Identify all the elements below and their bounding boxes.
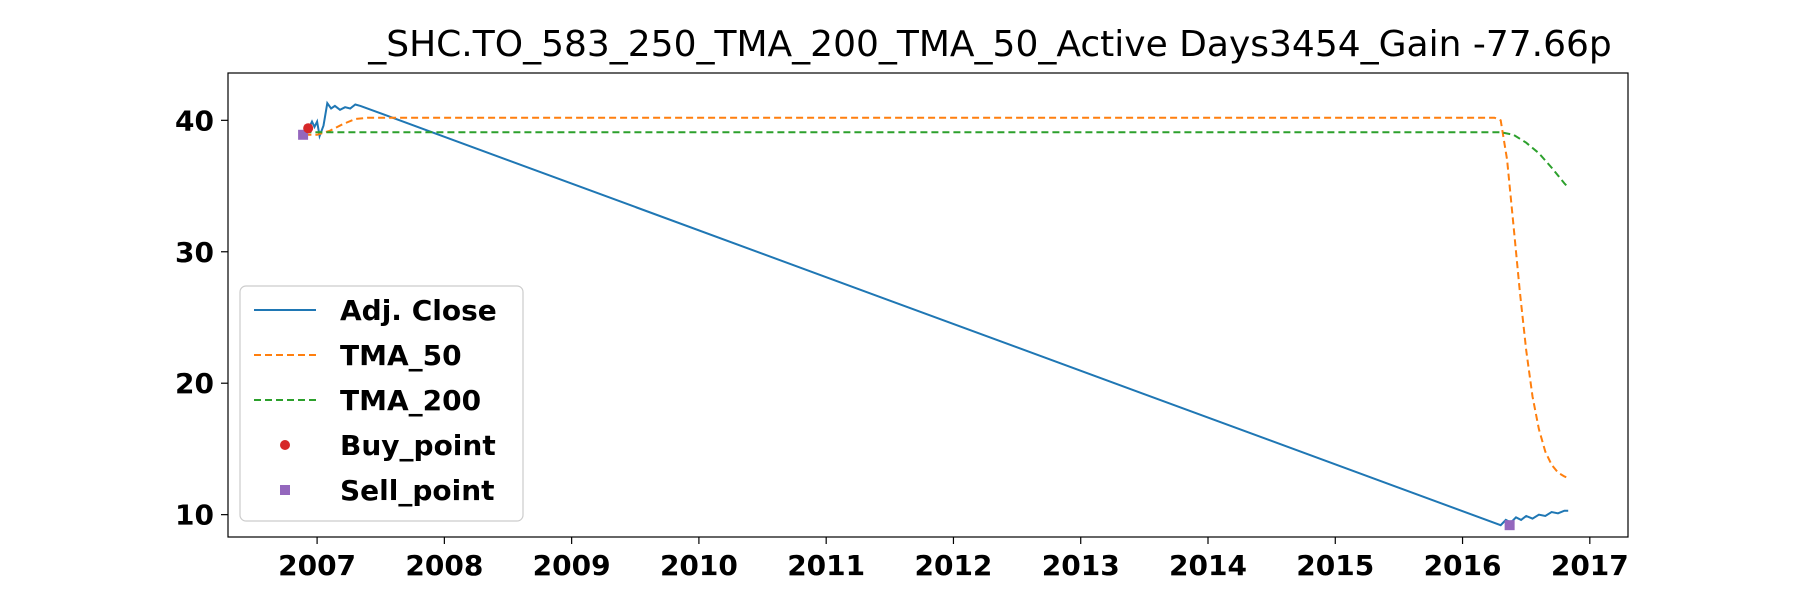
legend-label-tma-50: TMA_50 bbox=[340, 339, 462, 372]
legend-label-tma-200: TMA_200 bbox=[340, 384, 481, 417]
x-tick-label: 2010 bbox=[660, 549, 738, 582]
legend-label-buy-point: Buy_point bbox=[340, 429, 496, 462]
x-tick-label: 2008 bbox=[405, 549, 483, 582]
x-tick-label: 2007 bbox=[278, 549, 356, 582]
y-tick-label: 40 bbox=[175, 104, 214, 137]
marker-layer bbox=[298, 123, 1515, 531]
series-layer bbox=[303, 100, 1569, 527]
x-tick-label: 2011 bbox=[787, 549, 865, 582]
x-tick-label: 2014 bbox=[1169, 549, 1247, 582]
chart-title: _SHC.TO_583_250_TMA_200_TMA_50_Active Da… bbox=[368, 24, 1612, 65]
axes-layer: 2007 2008 2009 2010 2011 2012 2013 2014 2015 2016… bbox=[175, 104, 1629, 582]
x-tick-label: 2016 bbox=[1424, 549, 1502, 582]
buy-point-marker bbox=[303, 123, 314, 134]
legend: Adj. Close TMA_50 TMA_200 Buy_point Sell_poi… bbox=[239, 285, 524, 522]
x-tick-label: 2013 bbox=[1042, 549, 1120, 582]
legend-label-adj-close: Adj. Close bbox=[340, 294, 497, 327]
x-tick-label: 2015 bbox=[1296, 549, 1374, 582]
series-line-tma-200 bbox=[304, 131, 1569, 189]
sell-point-marker bbox=[298, 129, 309, 140]
legend-box bbox=[239, 285, 524, 522]
y-tick-label: 30 bbox=[175, 236, 214, 269]
x-tick-label: 2012 bbox=[914, 549, 992, 582]
legend-swatch-buy-point bbox=[280, 440, 290, 450]
legend-swatch-sell-point bbox=[280, 485, 290, 495]
x-tick-label: 2009 bbox=[533, 549, 611, 582]
y-tick-label: 20 bbox=[175, 367, 214, 400]
series-line-adj-close bbox=[303, 100, 1569, 527]
y-tick-label: 10 bbox=[175, 499, 214, 532]
plot-frame bbox=[227, 72, 1629, 538]
sell-point-marker bbox=[1504, 520, 1515, 531]
legend-label-sell-point: Sell_point bbox=[340, 474, 495, 507]
x-tick-label: 2017 bbox=[1551, 549, 1629, 582]
